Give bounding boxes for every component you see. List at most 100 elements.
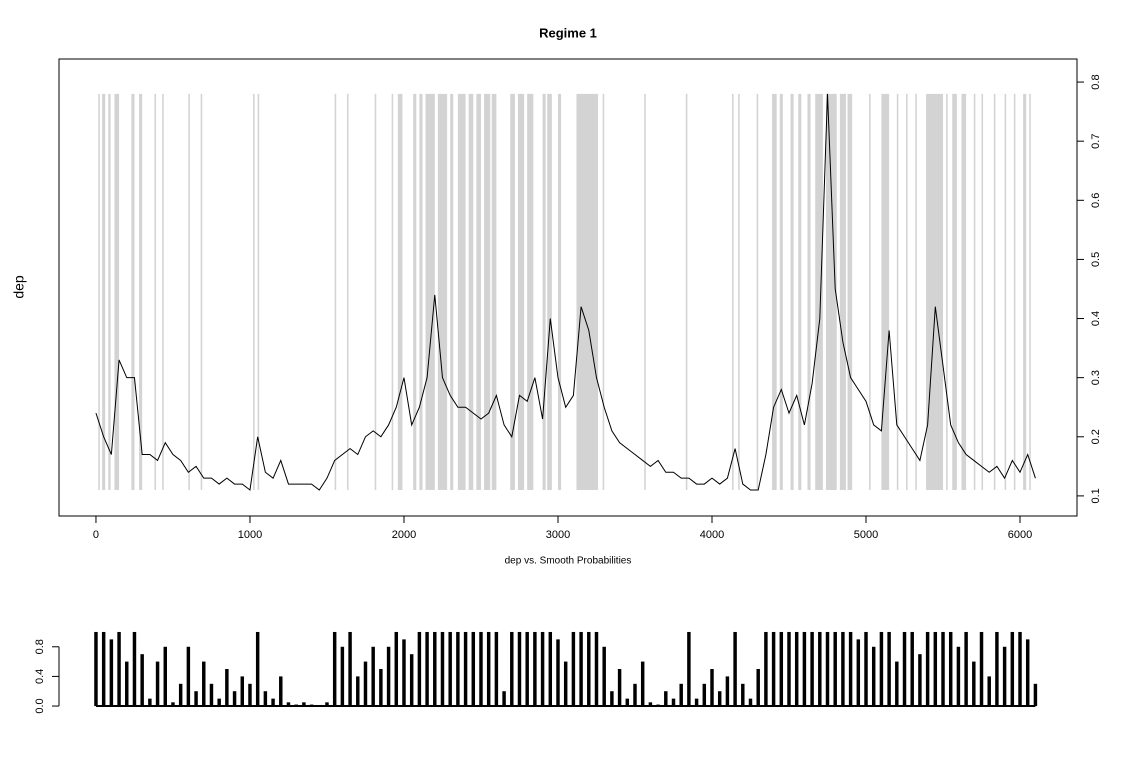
probability-bar bbox=[240, 676, 245, 707]
probability-bar bbox=[556, 639, 560, 707]
regime-shade bbox=[839, 93, 846, 490]
probability-bar bbox=[833, 631, 837, 707]
probability-bar bbox=[910, 631, 914, 707]
regime-shade bbox=[547, 93, 552, 490]
x-tick-label: 1000 bbox=[238, 529, 262, 541]
y-tick-label: 0.8 bbox=[34, 639, 46, 654]
probability-bar bbox=[533, 631, 537, 707]
regime-shade bbox=[131, 93, 135, 490]
probability-bar bbox=[787, 631, 791, 707]
probability-bar bbox=[155, 661, 160, 707]
probability-bar bbox=[571, 631, 576, 707]
probability-bar bbox=[386, 646, 391, 707]
regime-shade bbox=[1029, 93, 1031, 490]
regime-shade bbox=[98, 93, 100, 490]
y-tick-label: 0.2 bbox=[1090, 429, 1102, 444]
probability-bar bbox=[918, 654, 922, 707]
probability-bar bbox=[679, 683, 683, 707]
regime-shade bbox=[756, 93, 759, 490]
regime-shade bbox=[334, 93, 337, 490]
regime-shade bbox=[952, 93, 957, 490]
probability-bar bbox=[1025, 639, 1030, 707]
probability-bar bbox=[1010, 631, 1015, 707]
regime-shade bbox=[391, 93, 394, 490]
regime-shade bbox=[961, 93, 967, 490]
probability-bar bbox=[741, 683, 745, 707]
regime-shade bbox=[419, 93, 423, 490]
probability-bar bbox=[617, 669, 622, 707]
probability-bar bbox=[517, 631, 522, 707]
probability-bar bbox=[448, 631, 452, 707]
regime-shade bbox=[815, 93, 823, 490]
regime-shade bbox=[946, 93, 948, 490]
regime-shade bbox=[346, 93, 349, 490]
probability-bar bbox=[1002, 646, 1007, 707]
regime-shade bbox=[973, 93, 976, 490]
probability-bar bbox=[356, 676, 360, 707]
regime-shade bbox=[1023, 93, 1027, 490]
regime-shade bbox=[162, 93, 164, 490]
probability-bar bbox=[209, 683, 214, 707]
regime-shade bbox=[450, 93, 454, 490]
probability-bar bbox=[486, 631, 491, 707]
regime-shade bbox=[685, 93, 688, 490]
probability-bar bbox=[902, 631, 907, 707]
regime-shade bbox=[576, 93, 599, 490]
probability-bar bbox=[363, 661, 368, 707]
probability-bar bbox=[202, 661, 206, 707]
probability-bar bbox=[1033, 683, 1038, 707]
probability-bar bbox=[117, 631, 121, 707]
probability-bar bbox=[394, 631, 399, 707]
regime-shade bbox=[732, 93, 734, 490]
probability-bar bbox=[987, 676, 991, 707]
regime-shade bbox=[807, 93, 811, 490]
probability-bar bbox=[178, 683, 183, 707]
probability-bar bbox=[217, 698, 221, 707]
probability-bar bbox=[587, 631, 591, 707]
regime-shade bbox=[915, 93, 917, 490]
chart-title: Regime 1 bbox=[539, 25, 597, 40]
regime-shade bbox=[510, 93, 515, 490]
regime-shade bbox=[881, 93, 890, 490]
regime-shade bbox=[425, 93, 435, 490]
regime-shade bbox=[896, 93, 899, 490]
regime-shade bbox=[257, 93, 260, 490]
probability-bar bbox=[232, 691, 237, 707]
probability-bar bbox=[463, 631, 468, 707]
probability-bar bbox=[956, 646, 961, 707]
regime-shade bbox=[476, 93, 481, 490]
probability-bar bbox=[340, 646, 345, 707]
regime-shade bbox=[981, 93, 984, 490]
probability-bar bbox=[125, 661, 129, 707]
regime-shade bbox=[457, 93, 466, 490]
regime-shade bbox=[437, 93, 448, 490]
x-tick-label: 3000 bbox=[546, 529, 570, 541]
y-tick-label: 0.1 bbox=[1090, 488, 1102, 503]
regime-shade bbox=[491, 93, 497, 490]
regime-shade bbox=[517, 93, 525, 490]
probability-bar bbox=[594, 631, 599, 707]
probability-bar bbox=[694, 698, 699, 707]
regime-shade bbox=[108, 93, 111, 490]
probability-bar bbox=[633, 683, 637, 707]
probability-bar bbox=[409, 654, 414, 707]
regime-shade bbox=[926, 93, 944, 490]
probability-bar bbox=[248, 683, 252, 707]
probability-bar bbox=[856, 639, 861, 707]
probability-bar bbox=[717, 691, 722, 707]
probability-bar bbox=[995, 631, 999, 707]
regime-shade bbox=[188, 93, 190, 490]
probability-bar bbox=[456, 631, 460, 707]
probability-bar bbox=[710, 669, 714, 707]
y-tick-label: 0.3 bbox=[1090, 370, 1102, 385]
regime-shade bbox=[468, 93, 474, 490]
regime-shade bbox=[374, 93, 377, 490]
y-tick-label: 0.4 bbox=[1090, 311, 1102, 326]
probability-bar bbox=[371, 646, 375, 707]
regime-shade bbox=[253, 93, 255, 490]
probability-bar bbox=[417, 631, 422, 707]
probability-bar bbox=[502, 691, 506, 707]
regime-shade bbox=[738, 93, 740, 490]
probability-bar bbox=[109, 639, 114, 707]
